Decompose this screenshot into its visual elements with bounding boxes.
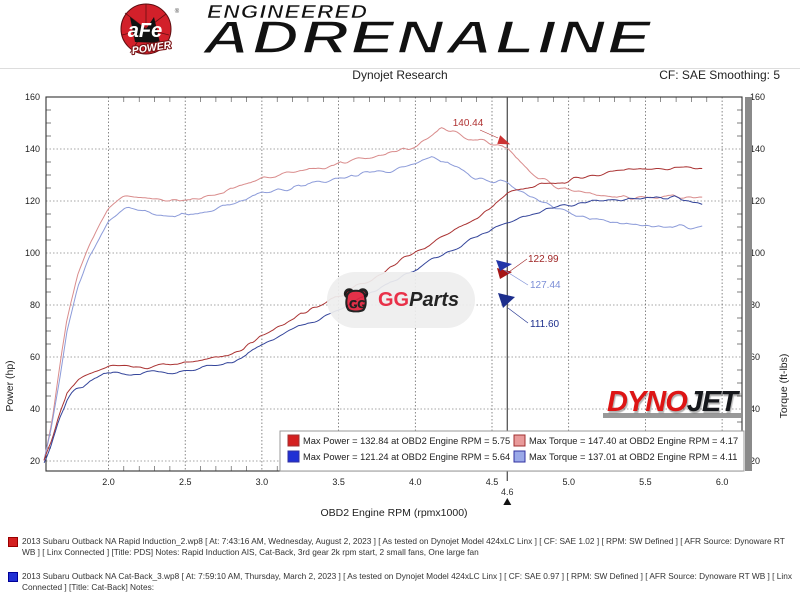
svg-text:160: 160 bbox=[750, 92, 765, 102]
svg-text:3.0: 3.0 bbox=[256, 477, 269, 487]
svg-text:140: 140 bbox=[750, 144, 765, 154]
svg-text:®: ® bbox=[175, 8, 180, 15]
svg-text:5.5: 5.5 bbox=[639, 477, 652, 487]
svg-text:80: 80 bbox=[30, 300, 40, 310]
svg-text:OBD2 Engine RPM (rpmx1000): OBD2 Engine RPM (rpmx1000) bbox=[320, 507, 467, 519]
svg-text:120: 120 bbox=[750, 196, 765, 206]
svg-text:120: 120 bbox=[25, 196, 40, 206]
svg-text:40: 40 bbox=[30, 404, 40, 414]
svg-text:100: 100 bbox=[750, 248, 765, 258]
svg-text:Power (hp): Power (hp) bbox=[4, 360, 16, 411]
svg-text:111.60: 111.60 bbox=[530, 319, 560, 330]
svg-text:60: 60 bbox=[30, 352, 40, 362]
svg-text:6.0: 6.0 bbox=[716, 477, 729, 487]
svg-text:5.0: 5.0 bbox=[562, 477, 575, 487]
svg-text:Max Torque = 147.40 at OBD2 En: Max Torque = 147.40 at OBD2 Engine RPM =… bbox=[529, 436, 738, 446]
svg-text:Max Power = 132.84 at OBD2 Eng: Max Power = 132.84 at OBD2 Engine RPM = … bbox=[303, 436, 510, 446]
svg-text:Max Torque = 137.01 at OBD2 En: Max Torque = 137.01 at OBD2 Engine RPM =… bbox=[529, 452, 737, 462]
svg-text:140.44: 140.44 bbox=[453, 118, 484, 129]
svg-text:160: 160 bbox=[25, 92, 40, 102]
svg-text:aFe: aFe bbox=[128, 20, 162, 42]
svg-text:100: 100 bbox=[25, 248, 40, 258]
svg-text:2.0: 2.0 bbox=[102, 477, 115, 487]
svg-text:Max Power = 121.24 at OBD2 Eng: Max Power = 121.24 at OBD2 Engine RPM = … bbox=[303, 452, 510, 462]
svg-text:140: 140 bbox=[25, 144, 40, 154]
svg-text:4.0: 4.0 bbox=[409, 477, 422, 487]
svg-text:122.99: 122.99 bbox=[528, 254, 559, 265]
svg-text:Torque (ft-lbs): Torque (ft-lbs) bbox=[778, 354, 790, 419]
svg-text:127.44: 127.44 bbox=[530, 280, 561, 291]
svg-text:20: 20 bbox=[30, 456, 40, 466]
svg-text:4.6: 4.6 bbox=[501, 487, 514, 497]
svg-text:4.5: 4.5 bbox=[486, 477, 499, 487]
svg-text:3.5: 3.5 bbox=[332, 477, 345, 487]
svg-text:2.5: 2.5 bbox=[179, 477, 192, 487]
